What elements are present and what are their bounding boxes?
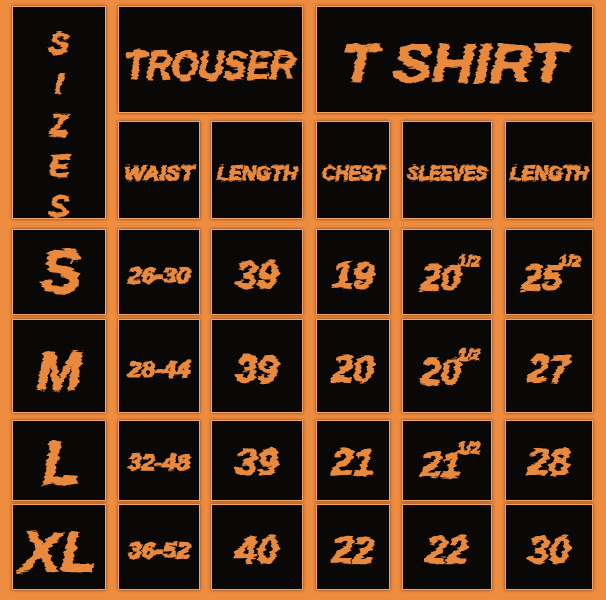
svg-text:1/2: 1/2	[458, 253, 480, 270]
svg-text:39: 39	[236, 442, 278, 484]
svg-text:20: 20	[331, 349, 374, 391]
svg-text:28-44: 28-44	[127, 357, 190, 382]
svg-text:32-48: 32-48	[128, 450, 191, 475]
svg-text:39: 39	[236, 255, 278, 297]
svg-text:39: 39	[236, 349, 278, 391]
svg-text:LENGTH: LENGTH	[217, 163, 298, 185]
svg-text:20: 20	[420, 351, 461, 392]
svg-text:S: S	[49, 27, 69, 60]
svg-text:26-30: 26-30	[127, 263, 191, 288]
svg-text:22: 22	[425, 530, 468, 572]
svg-text:LENGTH: LENGTH	[510, 163, 589, 185]
svg-text:Z: Z	[49, 109, 70, 142]
svg-text:SLEEVES: SLEEVES	[407, 163, 488, 185]
svg-text:22: 22	[331, 530, 374, 572]
svg-text:21: 21	[420, 444, 461, 485]
svg-text:S: S	[40, 238, 81, 307]
svg-text:CHEST: CHEST	[322, 163, 386, 185]
svg-text:36-52: 36-52	[128, 538, 191, 563]
svg-text:27: 27	[527, 349, 572, 391]
svg-text:21: 21	[331, 442, 374, 484]
svg-text:30: 30	[528, 530, 570, 572]
svg-text:WAIST: WAIST	[124, 163, 196, 185]
svg-text:S: S	[49, 191, 69, 218]
svg-text:20: 20	[420, 257, 461, 298]
svg-text:I: I	[55, 68, 64, 101]
svg-text:XL: XL	[18, 520, 97, 583]
svg-text:M: M	[37, 342, 83, 402]
svg-text:28: 28	[527, 442, 571, 484]
svg-text:19: 19	[332, 255, 374, 297]
svg-text:T SHIRT: T SHIRT	[342, 34, 571, 94]
svg-text:40: 40	[235, 530, 278, 572]
svg-text:1/2: 1/2	[559, 253, 581, 270]
svg-text:1/2: 1/2	[458, 440, 480, 457]
svg-text:TROUSER: TROUSER	[125, 44, 295, 88]
svg-text:E: E	[49, 150, 70, 183]
svg-text:1/2: 1/2	[458, 347, 480, 364]
svg-text:25: 25	[521, 257, 563, 298]
svg-text:L: L	[42, 429, 80, 498]
